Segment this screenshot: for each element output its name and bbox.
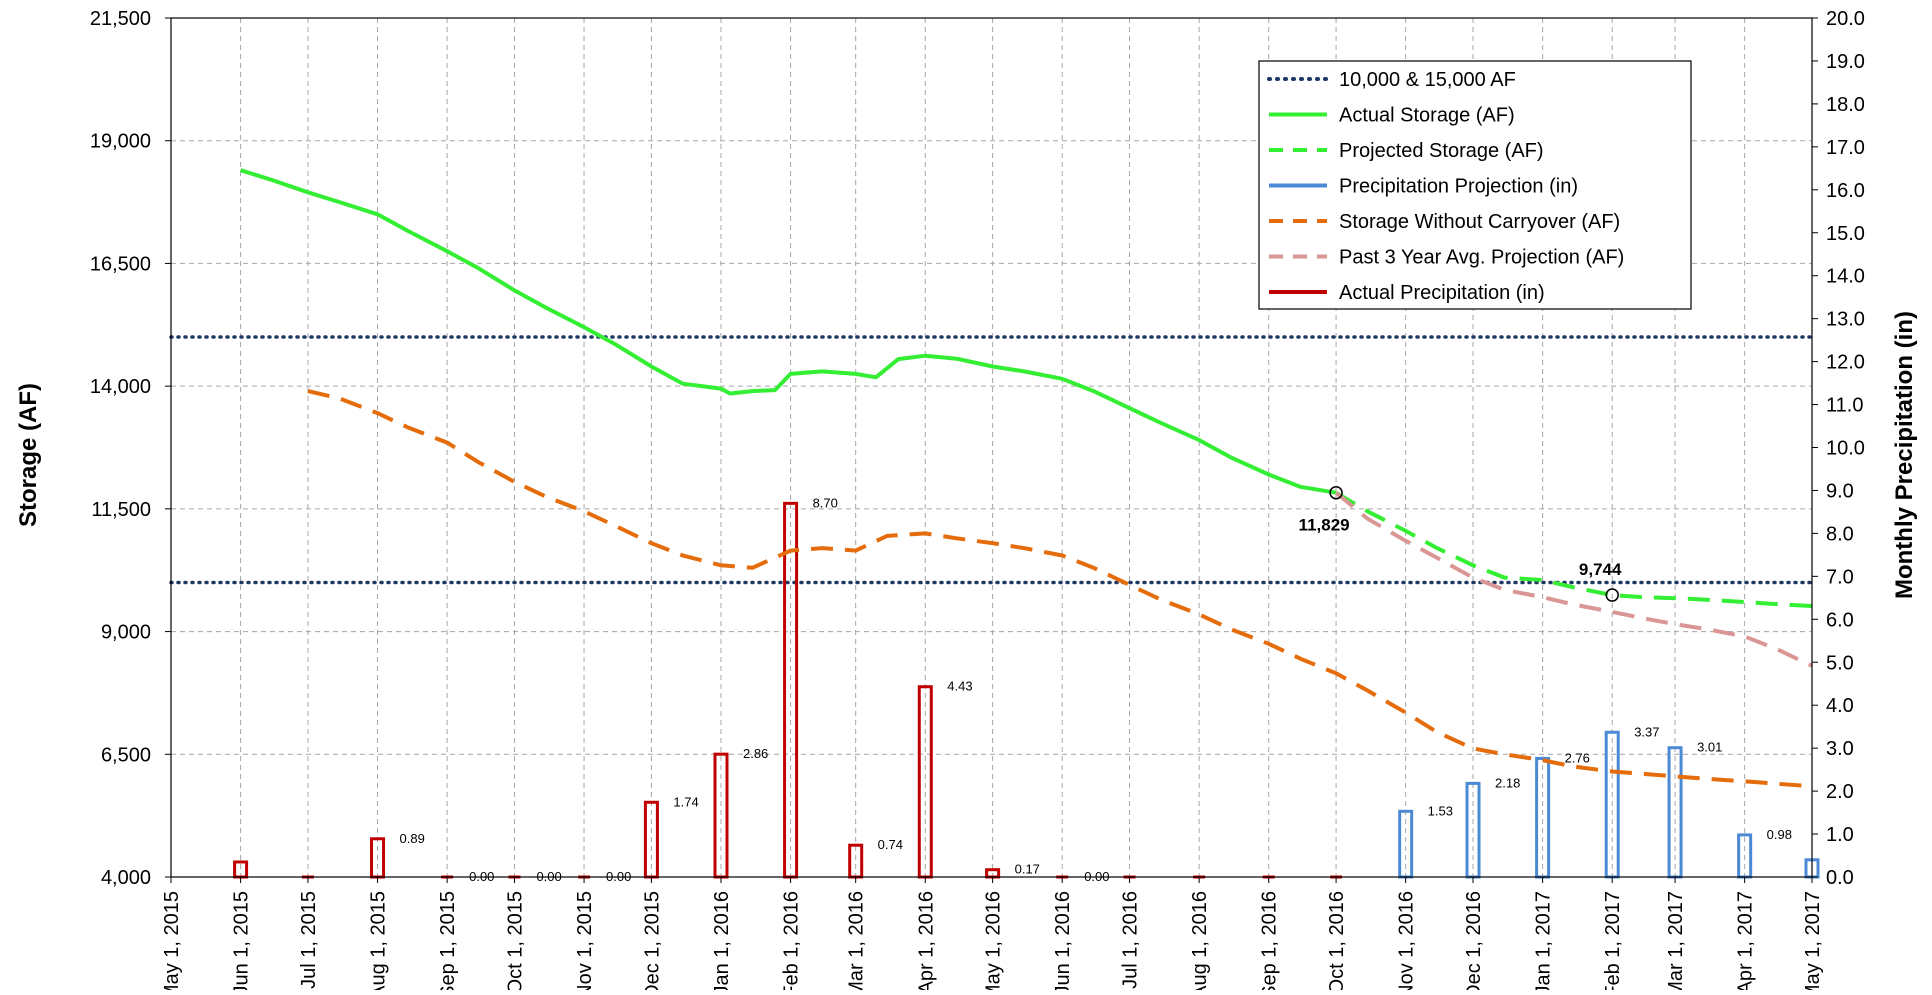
y2-tick-label: 19.0	[1826, 51, 1865, 73]
x-tick-label: Apr 1, 2017	[1735, 891, 1757, 990]
bar-value-label: 2.76	[1565, 750, 1590, 765]
bar-value-label: 2.86	[743, 746, 768, 761]
series-line	[1335, 490, 1813, 608]
y2-tick-label: 5.0	[1826, 652, 1854, 674]
legend-box	[1258, 60, 1692, 310]
x-tick-label: Mar 1, 2017	[1665, 891, 1687, 990]
annotation-label: 11,829	[1299, 516, 1350, 535]
axes: 4,000 6,500 9,000 11,500 14,000 16,500 19,000 2…	[90, 8, 1865, 995]
y2-tick-label: 2.0	[1826, 781, 1854, 803]
y2-tick-label: 7.0	[1826, 566, 1854, 588]
bar-value-label: 3.37	[1634, 724, 1659, 739]
x-tick-label: Jan 1, 2017	[1533, 891, 1555, 990]
bar-value-label: 0.17	[1015, 862, 1040, 877]
y-tick-label: 9,000	[101, 622, 151, 644]
bar-value-label: 1.53	[1428, 803, 1453, 818]
y2-tick-label: 4.0	[1826, 695, 1854, 717]
x-tick-label: Sep 1, 2016	[1259, 891, 1281, 990]
series-line	[1334, 491, 1813, 668]
grid-lines	[171, 18, 1812, 877]
x-tick-label: Mar 1, 2016	[846, 891, 868, 990]
y2-tick-label: 17.0	[1826, 137, 1865, 159]
y2-tick-label: 9.0	[1826, 480, 1854, 502]
x-tick-label: Aug 1, 2016	[1189, 891, 1211, 990]
legend-entry-label: Actual Precipitation (in)	[1339, 282, 1545, 304]
y2-tick-label: 1.0	[1826, 824, 1854, 846]
y-tick-label: 21,500	[90, 8, 151, 30]
legend-entry-label: Past 3 Year Avg. Projection (AF)	[1339, 247, 1624, 269]
bar-value-label: 3.01	[1697, 740, 1722, 755]
x-tick-label: Oct 1, 2015	[504, 891, 526, 990]
y-tick-label: 6,500	[101, 744, 151, 766]
x-tick-label: May 1, 2016	[983, 891, 1005, 990]
y-tick-label: 11,500	[91, 499, 151, 521]
x-tick-label: Nov 1, 2016	[1396, 891, 1418, 990]
x-tick-label: Jul 1, 2015	[298, 891, 320, 989]
y2-tick-label: 14.0	[1826, 266, 1865, 288]
series-line	[240, 168, 1337, 495]
series-line	[307, 389, 1813, 789]
y2-tick-label: 20.0	[1826, 8, 1865, 30]
y2-tick-label: 3.0	[1826, 738, 1854, 760]
x-tick-label: Jul 1, 2016	[1120, 891, 1142, 989]
x-tick-label: Feb 1, 2017	[1602, 891, 1624, 990]
x-tick-label: Dec 1, 2015	[641, 891, 663, 990]
legend-entry-label: 10,000 & 15,000 AF	[1339, 69, 1516, 91]
x-tick-label: Nov 1, 2015	[574, 891, 596, 990]
x-tick-label: Apr 1, 2016	[915, 891, 937, 990]
bar-value-label: 4.43	[947, 679, 972, 694]
bar-value-label: 0.74	[878, 837, 903, 852]
x-tick-label: May 1, 2017	[1802, 891, 1824, 990]
bar-value-label: 0.89	[400, 831, 425, 846]
storage-lines	[240, 168, 1813, 789]
y2-axis-title: Monthly Precipitation (in)	[1891, 311, 1918, 599]
legend-entry-label: Actual Storage (AF)	[1339, 105, 1515, 127]
x-tick-label: Sep 1, 2015	[437, 891, 459, 990]
x-tick-label: Aug 1, 2015	[368, 891, 390, 990]
x-tick-label: Jan 1, 2016	[711, 891, 733, 990]
y2-tick-label: 12.0	[1826, 352, 1865, 374]
bar-value-label: 2.18	[1495, 775, 1520, 790]
annotation-label: 9,744	[1579, 560, 1622, 579]
y2-tick-label: 13.0	[1826, 309, 1865, 331]
bar-value-label: 0.98	[1767, 827, 1792, 842]
y2-tick-label: 18.0	[1826, 94, 1865, 116]
y-tick-label: 14,000	[90, 376, 151, 398]
legend-entry-label: Storage Without Carryover (AF)	[1339, 211, 1620, 233]
x-tick-label: May 1, 2015	[161, 891, 183, 990]
y2-tick-label: 8.0	[1826, 523, 1854, 545]
y2-tick-label: 6.0	[1826, 609, 1854, 631]
plot-frame	[170, 17, 1813, 878]
legend: 10,000 & 15,000 AF Actual Storage (AF) Pro…	[1258, 60, 1692, 310]
y2-tick-label: 15.0	[1826, 223, 1865, 245]
x-tick-label: Jun 1, 2015	[231, 891, 253, 990]
y2-tick-label: 11.0	[1826, 395, 1863, 417]
x-tick-label: Dec 1, 2016	[1463, 891, 1485, 990]
x-tick-label: Feb 1, 2016	[781, 891, 803, 990]
bar-value-label: 1.74	[673, 794, 698, 809]
x-tick-label: Oct 1, 2016	[1326, 891, 1348, 990]
y2-tick-label: 0.0	[1826, 867, 1854, 889]
y-tick-label: 19,000	[90, 131, 151, 153]
y2-tick-label: 16.0	[1826, 180, 1865, 202]
y-tick-label: 4,000	[101, 867, 151, 889]
legend-entry-label: Projected Storage (AF)	[1339, 140, 1544, 162]
y-tick-label: 16,500	[90, 253, 151, 275]
annotation-marker	[1605, 588, 1619, 602]
annotation-marker	[1329, 485, 1343, 500]
y2-tick-label: 10.0	[1826, 438, 1865, 460]
reference-lines	[169, 335, 1814, 585]
y-axis-title: Storage (AF)	[15, 383, 42, 527]
bar-value-label: 8.70	[813, 495, 838, 510]
x-tick-label: Jun 1, 2016	[1052, 891, 1074, 990]
legend-entry-label: Precipitation Projection (in)	[1339, 176, 1578, 198]
